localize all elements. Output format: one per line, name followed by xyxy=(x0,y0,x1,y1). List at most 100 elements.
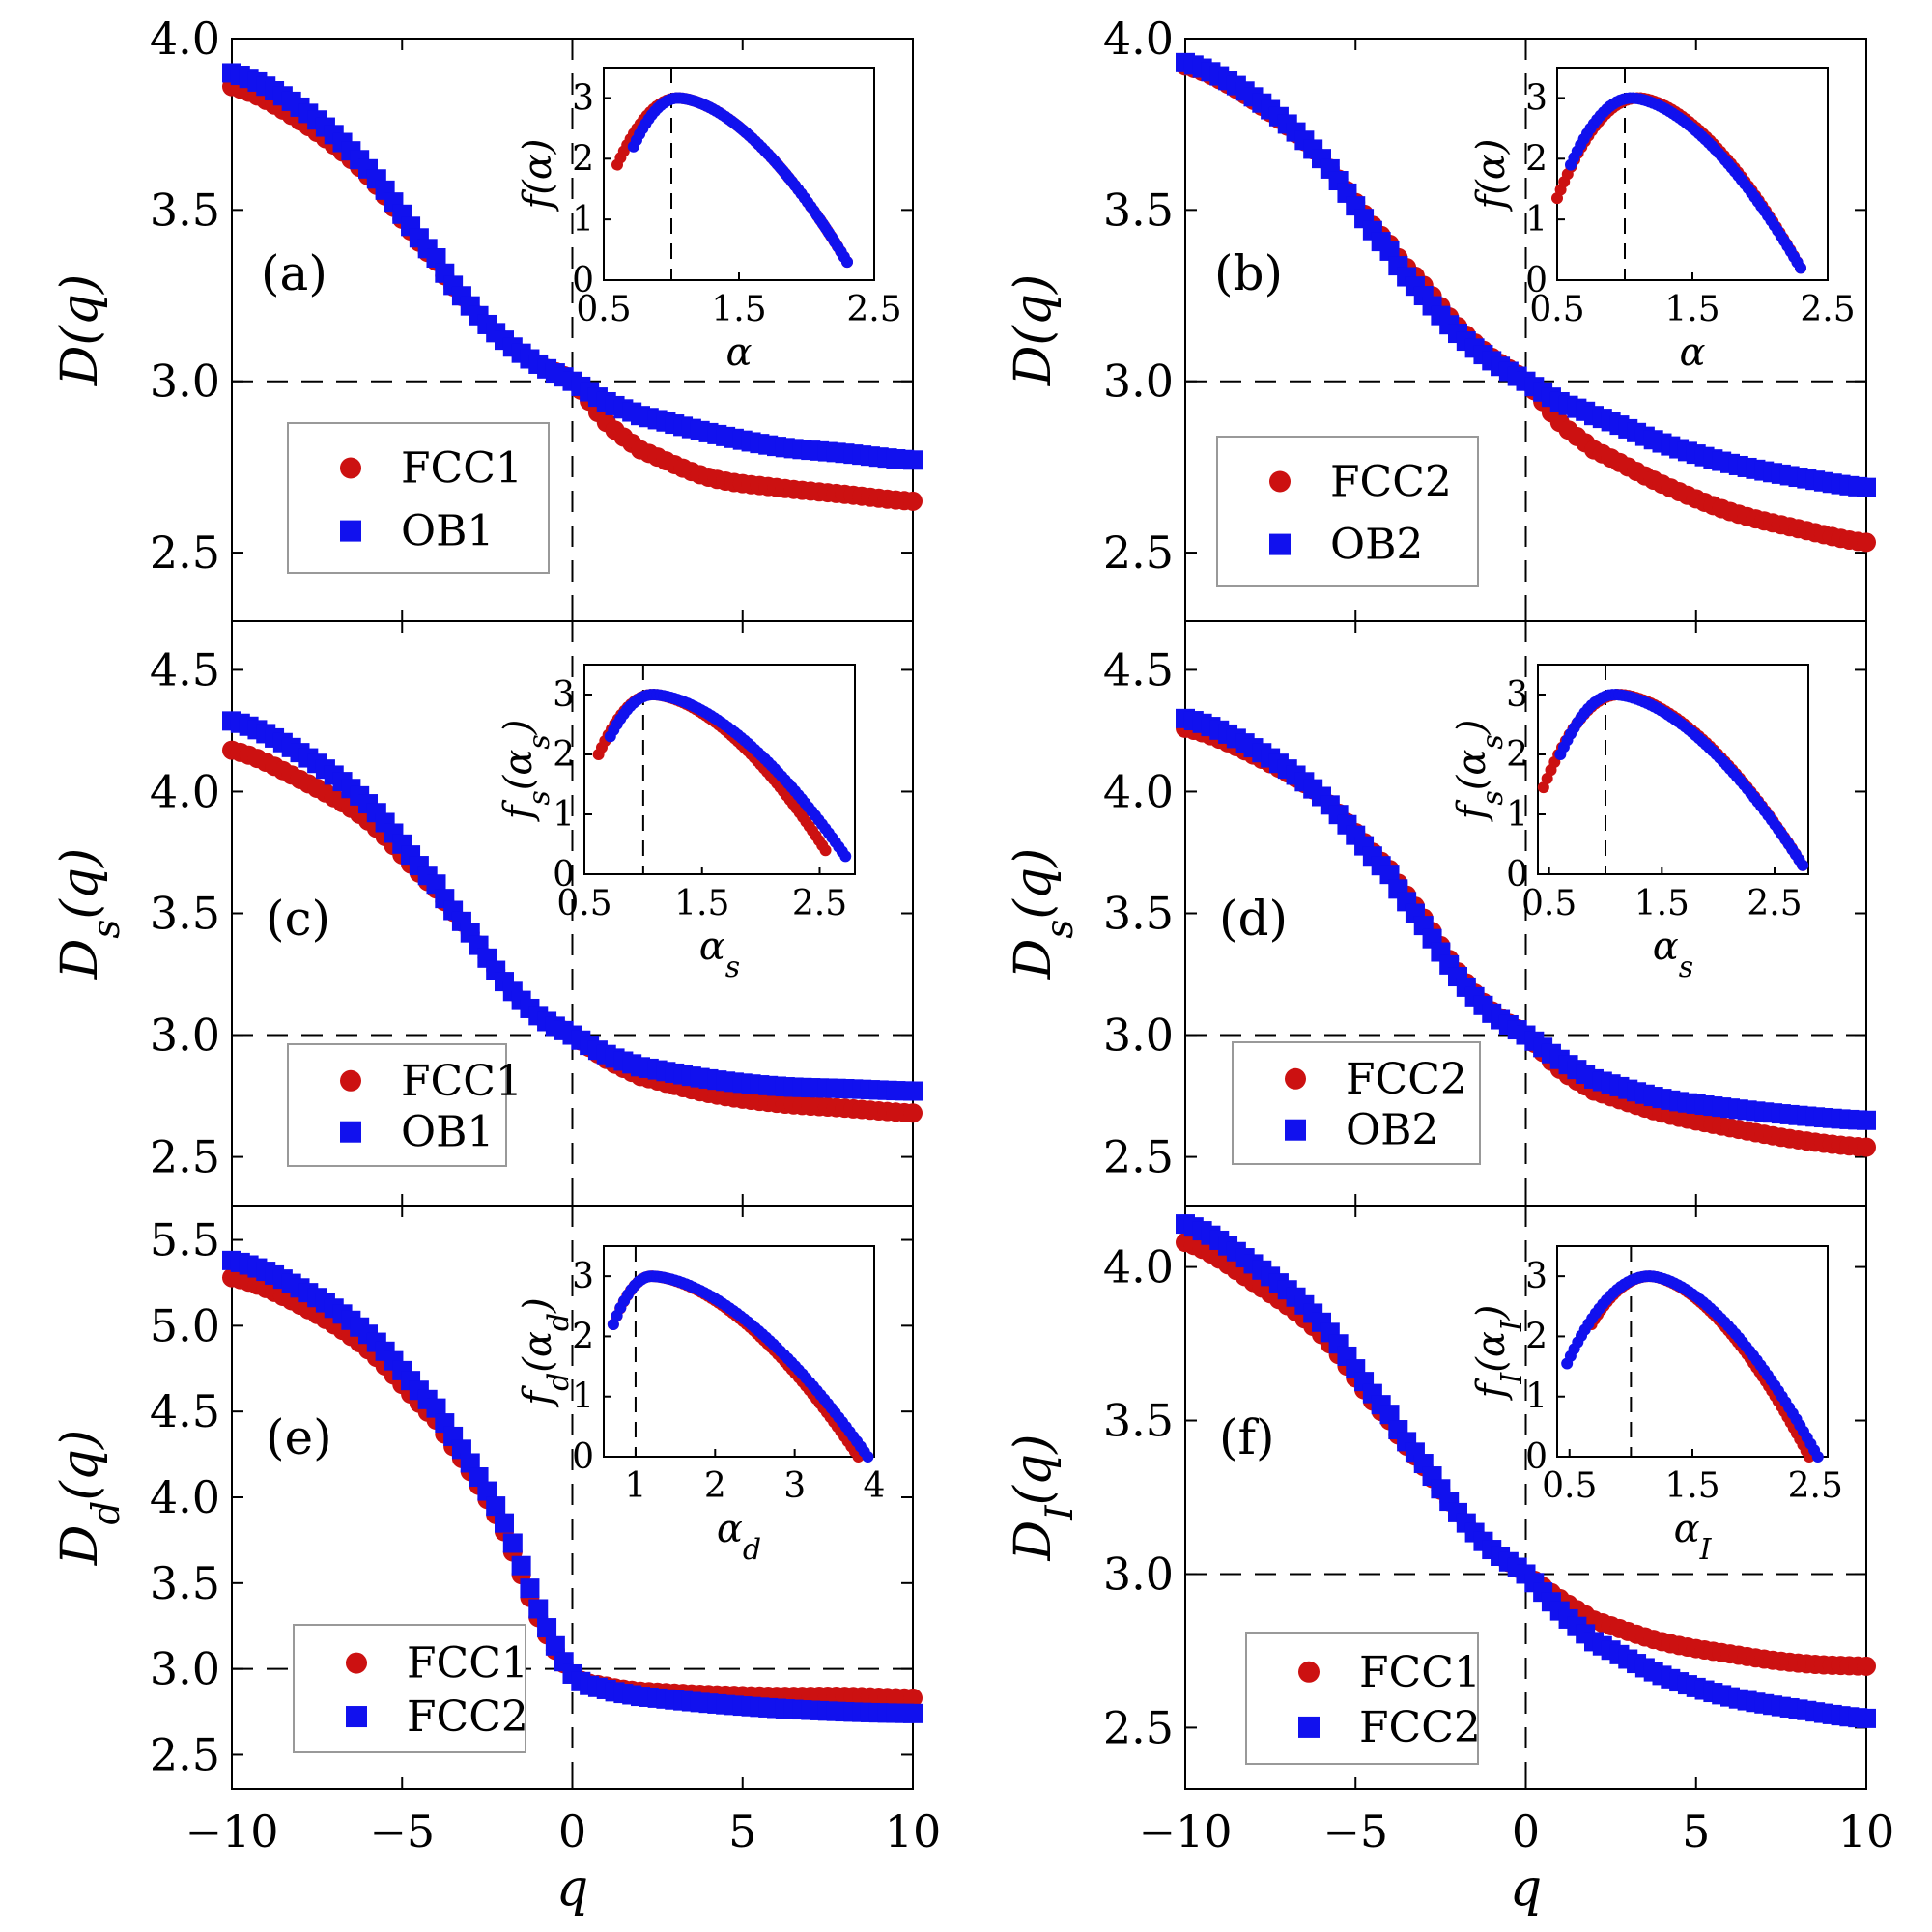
xtick-label: 0 xyxy=(1512,1805,1540,1858)
inset-xtick-label: 0.5 xyxy=(1542,1466,1597,1506)
ytick-label: 4.0 xyxy=(1103,13,1174,65)
ytick-label: 4.0 xyxy=(1103,765,1174,817)
legend-box xyxy=(293,1624,526,1753)
inset-xtick-label: 1.5 xyxy=(674,884,729,923)
ytick-label: 3.5 xyxy=(1103,184,1174,236)
ytick-label: 3.0 xyxy=(1103,355,1174,408)
ytick-label: 3.5 xyxy=(1103,888,1174,940)
inset-xtick-label: 2.5 xyxy=(1747,884,1802,923)
legend-label: FCC2 xyxy=(1346,1055,1467,1104)
inset-xtick-label: 2.5 xyxy=(792,884,847,923)
xtick-label: −5 xyxy=(1322,1805,1388,1858)
y-axis-label: D(q) xyxy=(51,274,109,387)
legend-label: OB1 xyxy=(401,507,494,556)
inset-point xyxy=(841,256,853,269)
inset-ytick-label: 1 xyxy=(553,795,575,835)
panel-a: 2.5 3.0 3.5 4.0 D(q) (a) FCC1 OB1 0 1 2 3 0.5 1.5 2.5 α… xyxy=(51,13,923,622)
x-axis-label: q xyxy=(1510,1860,1542,1918)
legend-marker xyxy=(1269,470,1291,493)
xtick-label: 5 xyxy=(728,1805,756,1858)
panel-b: 2.5 3.0 3.5 4.0 D(q) (b) FCC2 OB2 0 1 2 3 0.5 1.5 2.5 α… xyxy=(1005,13,1876,622)
inset-point xyxy=(1795,262,1806,274)
inset-ytick-label: 0 xyxy=(553,855,575,895)
legend-label: OB2 xyxy=(1330,521,1423,570)
inset-xtick-label: 2.5 xyxy=(1788,1466,1843,1506)
legend-marker xyxy=(1298,1661,1320,1683)
inset-ytick-label: 2 xyxy=(1525,139,1548,179)
data-point xyxy=(903,450,923,470)
legend-label: FCC2 xyxy=(1330,458,1452,507)
data-point xyxy=(1857,1708,1876,1728)
inset-ytick-label: 3 xyxy=(572,78,594,118)
ytick-label: 4.5 xyxy=(1103,643,1174,696)
series-FCC2 xyxy=(1176,1214,1876,1728)
y-axis-label: Dd(q) xyxy=(51,1430,128,1567)
inset-ytick-label: 2 xyxy=(572,139,594,179)
panel-e: 2.53.03.54.04.55.05.5−10 −5 0 5 10Dd(q)q(e)F… xyxy=(51,1205,941,1918)
xtick-label: 5 xyxy=(1682,1805,1710,1858)
legend-label: FCC1 xyxy=(407,1639,528,1689)
panel-label: (f) xyxy=(1219,1409,1275,1465)
inset: 0 1 2 3 0.5 1.5 2.5 αs fs(αs) xyxy=(1450,664,1809,984)
ytick-label: 5.5 xyxy=(150,1214,220,1266)
inset-series-OB1 xyxy=(604,689,852,863)
ytick-label: 4.0 xyxy=(150,1471,220,1523)
inset-ytick-label: 1 xyxy=(572,200,594,240)
data-point xyxy=(520,1578,540,1599)
inset-ytick-label: 1 xyxy=(1525,200,1548,240)
inset-series-OB2 xyxy=(1554,689,1809,871)
ytick-label: 4.0 xyxy=(150,13,220,65)
inset-y-label: f(α) xyxy=(1469,138,1514,212)
inset-y-label: f(α) xyxy=(516,138,560,212)
panel-label: (a) xyxy=(261,245,327,301)
ytick-label: 2.5 xyxy=(150,1131,220,1183)
data-point xyxy=(1379,1405,1400,1425)
inset-xtick-label: 2 xyxy=(704,1466,726,1506)
y-axis-label: DI(q) xyxy=(1005,1435,1082,1562)
legend-box xyxy=(1232,1041,1481,1165)
legend-label: FCC2 xyxy=(1359,1703,1481,1752)
xtick-label: −10 xyxy=(1138,1805,1232,1858)
series-FCC2 xyxy=(222,1250,923,1723)
legend-box xyxy=(1216,436,1479,587)
inset-point xyxy=(862,1451,874,1463)
legend-label: OB2 xyxy=(1346,1106,1438,1155)
inset-xtick-label: 1 xyxy=(624,1466,646,1506)
legend-marker xyxy=(340,1069,361,1092)
inset-x-label: α xyxy=(1679,330,1705,375)
ytick-label: 4.0 xyxy=(1103,1241,1174,1293)
legend-box xyxy=(287,422,550,574)
inset-ytick-label: 2 xyxy=(553,735,575,775)
panel-f: 2.5 3.0 3.5 4.0 −10 −5 0 5 10 DI(q) q (f) FCC1 FCC2 0 1… xyxy=(1005,1205,1894,1918)
series-OB1 xyxy=(222,63,923,470)
inset-xtick-label: 0.5 xyxy=(1529,290,1584,329)
ytick-label: 3.5 xyxy=(1103,1395,1174,1447)
inset-x-label: αI xyxy=(1674,1507,1713,1567)
inset-point xyxy=(839,850,852,863)
data-point xyxy=(477,1481,497,1501)
ytick-label: 2.5 xyxy=(150,1728,220,1780)
inset-x-label: αs xyxy=(1653,924,1693,984)
ytick-label: 3.0 xyxy=(150,1009,220,1062)
data-point xyxy=(903,1688,923,1708)
legend-marker xyxy=(340,1121,361,1143)
panel-label: (c) xyxy=(266,891,330,947)
inset-xtick-label: 0.5 xyxy=(576,290,631,329)
inset-series-OB2 xyxy=(1565,92,1806,274)
inset-point xyxy=(607,1318,619,1330)
inset-ytick-label: 3 xyxy=(572,1257,594,1296)
inset-ytick-label: 0 xyxy=(1506,855,1528,895)
inset-ytick-label: 2 xyxy=(1506,735,1528,775)
data-point xyxy=(1379,241,1400,261)
inset-y-label: fs(αs) xyxy=(1450,720,1510,823)
inset-ytick-label: 2 xyxy=(1525,1317,1548,1356)
inset-xtick-label: 1.5 xyxy=(1664,1466,1719,1506)
inset-point xyxy=(1811,1451,1824,1463)
data-point xyxy=(903,1703,923,1723)
